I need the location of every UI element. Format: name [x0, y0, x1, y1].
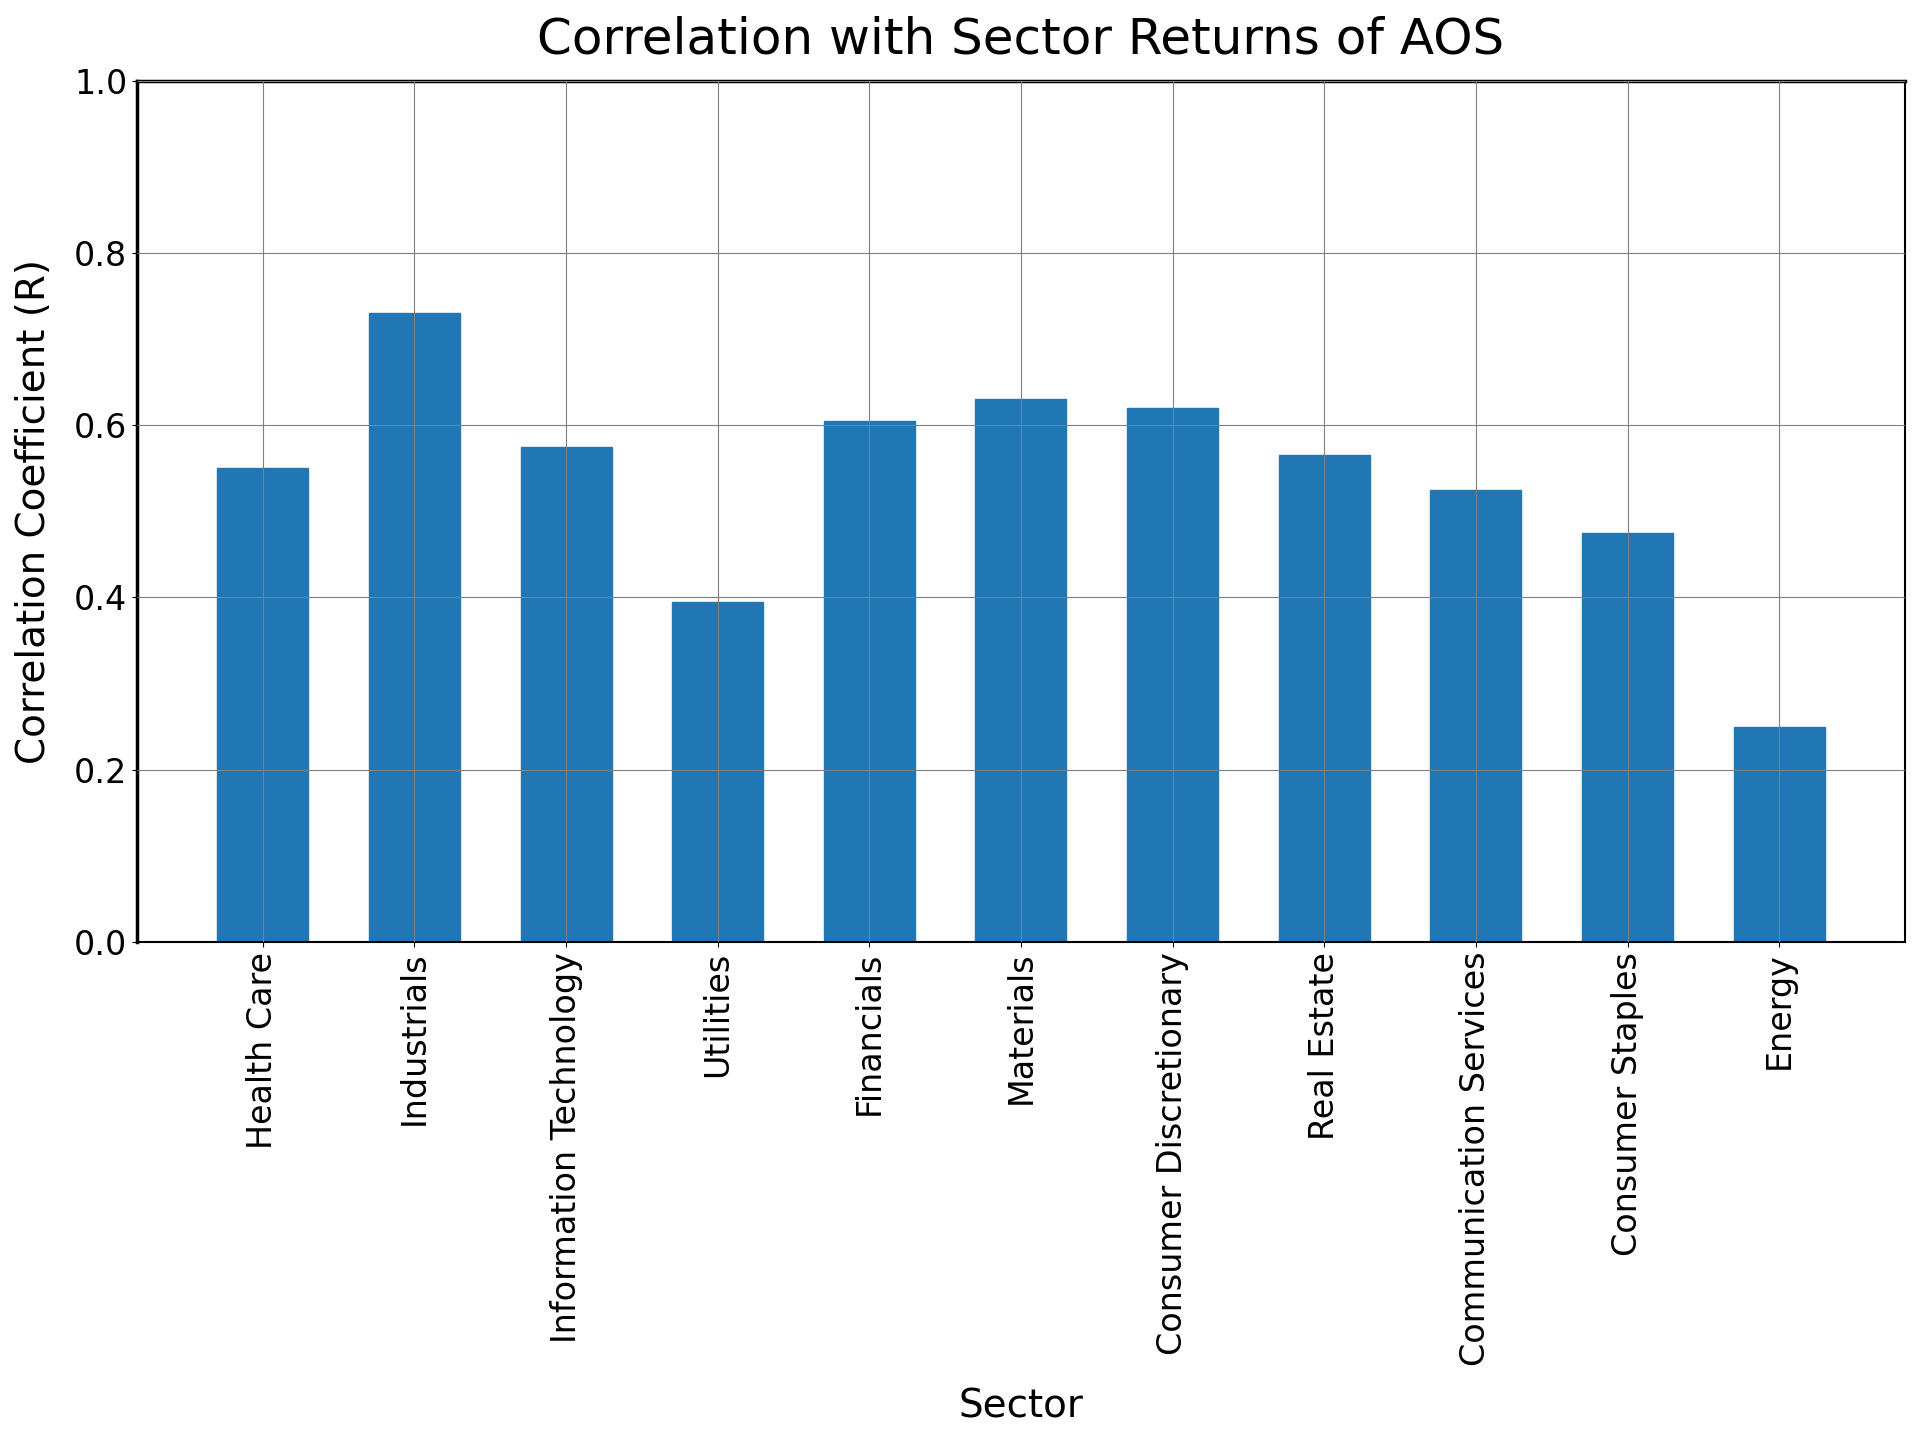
- Bar: [1279, 455, 1369, 942]
- Bar: [672, 602, 762, 942]
- Bar: [1127, 408, 1217, 942]
- X-axis label: Sector: Sector: [958, 1387, 1083, 1426]
- Bar: [1430, 490, 1521, 942]
- Bar: [369, 314, 461, 942]
- Bar: [217, 468, 309, 942]
- Bar: [975, 399, 1066, 942]
- Bar: [1582, 533, 1672, 942]
- Title: Correlation with Sector Returns of AOS: Correlation with Sector Returns of AOS: [538, 14, 1505, 63]
- Bar: [1734, 727, 1824, 942]
- Bar: [824, 420, 914, 942]
- Bar: [520, 446, 612, 942]
- Y-axis label: Correlation Coefficient (R): Correlation Coefficient (R): [15, 259, 54, 763]
